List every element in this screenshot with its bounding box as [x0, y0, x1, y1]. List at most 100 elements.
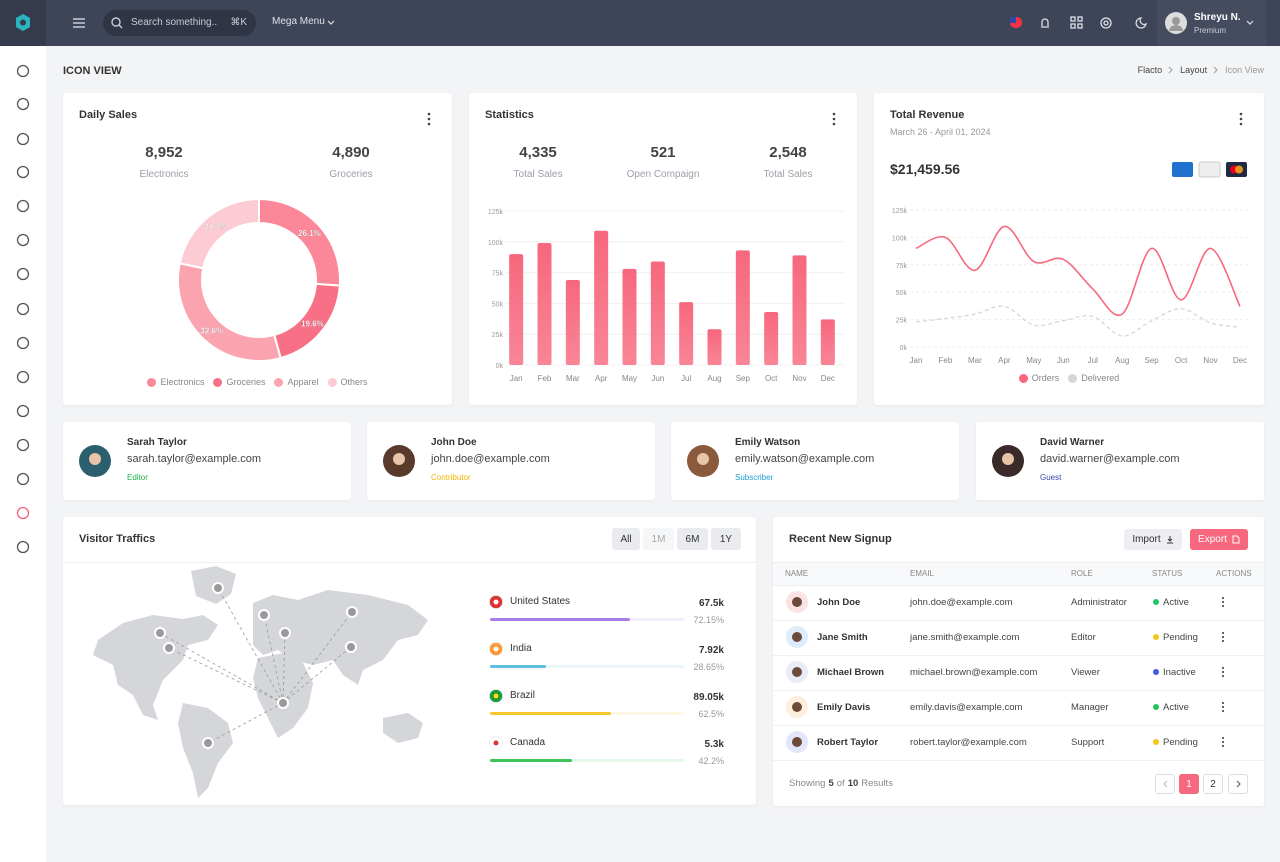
bar	[509, 254, 524, 365]
legend-swatch	[213, 377, 223, 387]
flag	[489, 642, 503, 656]
logo-icon	[16, 14, 30, 31]
statistics-card: Statistics 0k 25k 50k 75k 100k 125k Jan Feb Mar Ap…	[469, 93, 857, 405]
button[interactable]: Export	[1190, 529, 1248, 550]
nav-icon[interactable]	[16, 404, 30, 418]
row-actions[interactable]	[1220, 736, 1226, 748]
nav-icon[interactable]	[16, 302, 30, 316]
bar	[735, 250, 750, 365]
legend-label: Groceries	[226, 377, 266, 387]
legend-item: Electronics	[147, 377, 204, 387]
breadcrumb-item[interactable]: Layout	[1180, 65, 1208, 75]
user-name: Sarah Taylor	[127, 437, 187, 448]
table-row	[773, 585, 1264, 621]
card-subtitle: March 26 - April 01, 2024	[890, 127, 991, 137]
country-name: India	[510, 643, 532, 654]
card-menu[interactable]	[426, 112, 432, 126]
row-avatar	[786, 661, 808, 683]
stat-value: 8,952	[145, 144, 183, 161]
nav-icon[interactable]	[16, 506, 30, 520]
page-button[interactable]: 1	[1179, 774, 1199, 794]
page-button[interactable]: 2	[1203, 774, 1223, 794]
card-title: Daily Sales	[79, 109, 138, 121]
legend-swatch	[147, 377, 157, 387]
slice-label: 32.6%	[200, 326, 223, 335]
page-prev[interactable]	[1155, 774, 1175, 794]
footer-text: 5	[828, 778, 834, 789]
nav-icon[interactable]	[16, 199, 30, 213]
icon	[1162, 780, 1167, 788]
flag-mark	[493, 693, 499, 699]
dot	[1239, 117, 1243, 121]
user-card: David Warner david.warner@example.com Gues…	[976, 422, 1264, 500]
nav-icon[interactable]	[16, 540, 30, 554]
logo[interactable]	[0, 0, 46, 46]
legend-swatch	[274, 377, 284, 387]
legend-item: Delivered	[1068, 373, 1119, 383]
card-title: Recent New Signup	[789, 533, 892, 545]
nav-icon[interactable]	[16, 472, 30, 486]
pie-slice	[258, 197, 341, 287]
nav-icon[interactable]	[16, 233, 30, 247]
legend-label: Electronics	[160, 377, 205, 387]
row-role: Support	[1071, 737, 1105, 748]
button[interactable]: Import	[1124, 529, 1182, 550]
user-role: Contributor	[431, 473, 471, 482]
table-header	[773, 562, 1264, 586]
card-title: Statistics	[485, 109, 534, 121]
filter-button[interactable]: 1Y	[711, 528, 741, 550]
breadcrumb-item[interactable]: Flacto	[1137, 65, 1163, 75]
card-menu[interactable]	[1238, 112, 1244, 126]
table-footer: Showing 5 of 10 Results	[789, 778, 893, 789]
search-shortcut: ⌘K	[230, 17, 247, 28]
dot	[427, 117, 431, 121]
country-percent: 28.65%	[693, 662, 724, 672]
page-next[interactable]	[1228, 774, 1248, 794]
mega-menu[interactable]: Mega Menu	[272, 16, 325, 27]
header-icons[interactable]	[1005, 13, 1150, 33]
search-box[interactable]: Search something.. ⌘K	[103, 10, 256, 36]
nav-icon[interactable]	[16, 267, 30, 281]
x-tick-label: Feb	[538, 374, 552, 383]
user-menu[interactable]: Shreyu N. Premium	[1157, 0, 1266, 46]
nav-icon[interactable]	[16, 336, 30, 350]
user-email: sarah.taylor@example.com	[127, 453, 262, 465]
row-actions[interactable]	[1220, 596, 1226, 608]
card-title: Visitor Traffics	[79, 533, 156, 545]
row-actions[interactable]	[1220, 666, 1226, 678]
sidebar-icons[interactable]	[0, 46, 46, 566]
row-actions[interactable]	[1220, 701, 1226, 713]
row-avatar	[786, 626, 808, 648]
card-menu[interactable]	[831, 112, 837, 126]
nav-icon[interactable]	[16, 438, 30, 452]
row-actions[interactable]	[1220, 631, 1226, 643]
daily-sales-card: Daily Sales 26.1% 19.6% 32.6% 21.7% 8,952 Elec…	[63, 93, 452, 405]
x-tick-label: Jul	[1088, 356, 1098, 365]
y-tick-label: 0k	[900, 345, 908, 352]
column-header: NAME	[785, 569, 809, 578]
bar	[820, 319, 835, 365]
dot	[1221, 709, 1225, 713]
nav-icon[interactable]	[16, 370, 30, 384]
divider	[63, 562, 756, 563]
table-row	[773, 690, 1264, 726]
country-value: 7.92k	[698, 645, 724, 656]
nav-icon[interactable]	[16, 64, 30, 78]
country-value: 67.5k	[698, 598, 724, 609]
y-tick-label: 0k	[496, 363, 504, 370]
nav-icon[interactable]	[16, 132, 30, 146]
dot	[1221, 705, 1225, 709]
avatar-face	[792, 737, 802, 747]
filter-button[interactable]: All	[612, 528, 640, 550]
filter-button[interactable]: 1M	[643, 528, 674, 550]
filter-button[interactable]: 6M	[677, 528, 708, 550]
icon	[1236, 780, 1241, 788]
menu-toggle[interactable]	[71, 15, 87, 31]
nav-icon[interactable]	[16, 97, 30, 111]
user-email: david.warner@example.com	[1040, 453, 1180, 465]
revenue-total: $21,459.56	[890, 161, 961, 177]
dot	[1221, 635, 1225, 639]
column-header: EMAIL	[910, 569, 935, 578]
nav-icon[interactable]	[16, 165, 30, 179]
legend-label: Orders	[1031, 373, 1060, 383]
